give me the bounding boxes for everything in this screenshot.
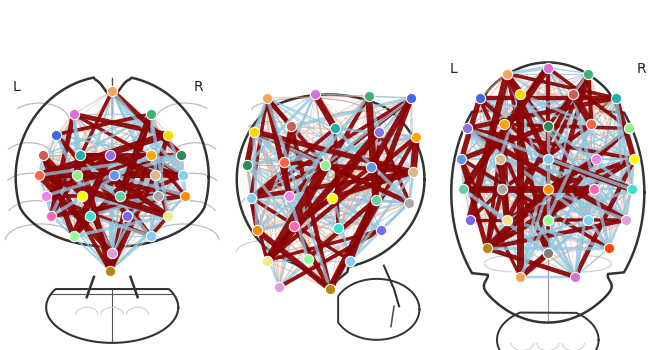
Point	[330, 126, 341, 131]
Point	[163, 132, 174, 138]
Point	[150, 173, 160, 178]
Point	[408, 169, 418, 175]
Point	[583, 217, 594, 223]
Point	[475, 95, 485, 101]
Point	[464, 217, 475, 223]
Point	[302, 256, 313, 261]
Point	[495, 156, 506, 162]
Point	[146, 152, 156, 158]
Point	[109, 173, 119, 178]
Point	[152, 193, 163, 198]
Point	[146, 111, 156, 117]
Point	[115, 193, 125, 198]
Point	[242, 162, 252, 168]
Point	[627, 187, 638, 192]
Point	[51, 132, 61, 138]
Point	[570, 274, 581, 280]
Point	[583, 71, 594, 76]
Point	[624, 126, 634, 131]
Point	[543, 156, 553, 162]
Point	[38, 152, 48, 158]
Point	[345, 258, 356, 264]
Point	[364, 93, 374, 99]
Text: R: R	[193, 80, 203, 94]
Point	[543, 124, 553, 129]
Point	[289, 223, 300, 229]
Point	[180, 193, 191, 198]
Point	[497, 187, 508, 192]
Point	[77, 193, 87, 198]
Point	[586, 121, 597, 127]
Point	[502, 217, 512, 223]
Point	[34, 173, 44, 178]
Point	[333, 225, 343, 231]
Point	[629, 156, 640, 162]
Point	[105, 268, 115, 274]
Point	[411, 134, 422, 139]
Point	[71, 173, 82, 178]
Point	[515, 91, 525, 97]
Point	[262, 95, 273, 101]
Point	[319, 162, 330, 168]
Point	[75, 152, 85, 158]
Point	[46, 213, 57, 219]
Point	[543, 65, 553, 70]
Point	[404, 200, 414, 205]
Point	[274, 284, 284, 290]
Point	[588, 187, 599, 192]
Point	[249, 129, 259, 134]
Text: Covariance: Covariance	[12, 14, 105, 32]
Point	[107, 88, 117, 94]
Point	[374, 129, 384, 134]
Point	[286, 124, 296, 129]
Point	[251, 227, 262, 233]
Point	[499, 121, 510, 127]
Point	[41, 193, 51, 198]
Point	[279, 159, 290, 165]
Point	[406, 95, 416, 101]
Text: R: R	[636, 62, 646, 76]
Point	[543, 217, 553, 223]
Point	[122, 213, 133, 219]
Point	[543, 251, 553, 256]
Point	[458, 187, 469, 192]
Point	[310, 91, 320, 97]
Point	[163, 213, 174, 219]
Point	[456, 156, 467, 162]
Point	[284, 193, 294, 198]
Point	[568, 91, 578, 97]
Point	[246, 195, 256, 201]
Point	[146, 233, 156, 239]
Point	[176, 152, 187, 158]
Point	[366, 164, 376, 170]
Point	[370, 197, 381, 202]
Point	[68, 233, 79, 239]
Point	[515, 274, 525, 280]
Point	[262, 258, 273, 264]
Point	[84, 213, 95, 219]
Point	[461, 126, 472, 131]
Point	[603, 246, 614, 251]
Text: L: L	[449, 62, 457, 76]
Point	[105, 152, 115, 158]
Point	[590, 156, 601, 162]
Point	[621, 217, 632, 223]
Point	[482, 246, 492, 251]
Point	[376, 227, 386, 233]
Point	[610, 95, 621, 101]
Point	[327, 195, 337, 201]
Point	[68, 111, 79, 117]
Point	[325, 286, 335, 292]
Point	[178, 173, 189, 178]
Point	[502, 71, 512, 76]
Text: L: L	[13, 80, 20, 94]
Point	[107, 251, 117, 256]
Point	[543, 187, 553, 192]
